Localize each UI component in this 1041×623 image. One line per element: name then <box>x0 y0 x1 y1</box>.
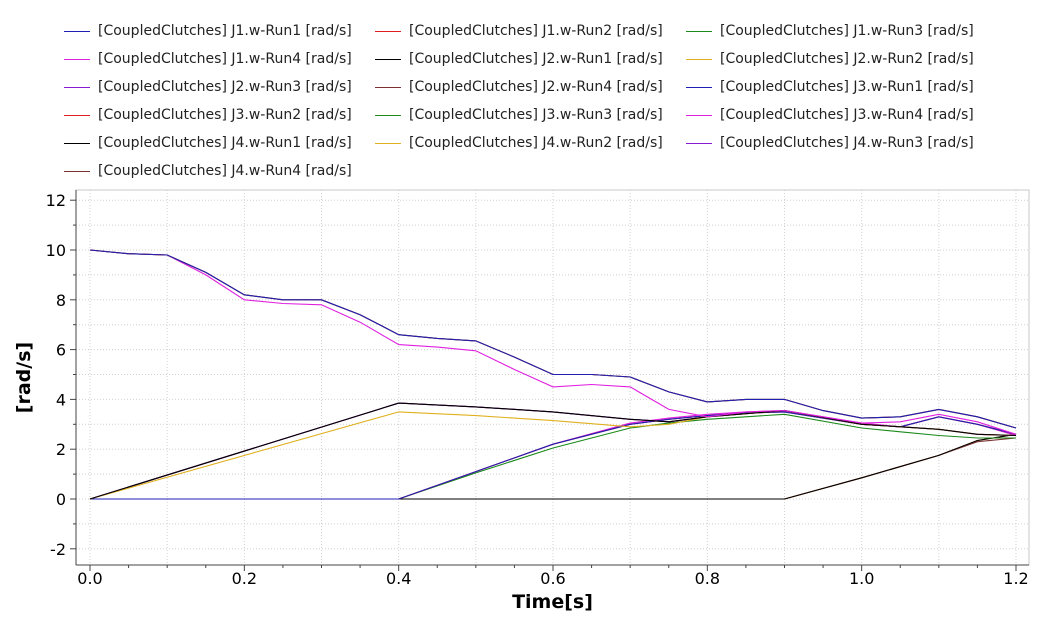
series-line-4[interactable] <box>89 249 1017 435</box>
series-line-5[interactable] <box>89 402 1017 500</box>
legend-swatch <box>64 58 90 60</box>
series-layer <box>89 249 1017 500</box>
y-tick-label: 2 <box>56 440 66 459</box>
legend-item[interactable]: [CoupledClutches] J3.w-Run1 [rad/s] <box>686 77 974 97</box>
series-line-11[interactable] <box>90 413 1016 500</box>
series-line-3[interactable] <box>89 249 1017 429</box>
legend-swatch <box>686 58 712 60</box>
series-line-16[interactable] <box>90 437 1017 500</box>
legend-label: [CoupledClutches] J1.w-Run2 [rad/s] <box>409 23 663 39</box>
legend-label: [CoupledClutches] J3.w-Run2 [rad/s] <box>98 107 352 123</box>
y-axis-title: [rad/s] <box>13 342 35 413</box>
legend-label: [CoupledClutches] J3.w-Run1 [rad/s] <box>720 79 974 95</box>
legend-swatch <box>375 30 401 32</box>
legend-swatch <box>686 86 712 88</box>
legend-label: [CoupledClutches] J4.w-Run4 [rad/s] <box>98 163 352 179</box>
legend-swatch <box>64 142 90 144</box>
legend-label: [CoupledClutches] J1.w-Run1 [rad/s] <box>98 23 352 39</box>
y-tick-label: 10 <box>46 241 66 260</box>
legend-swatch <box>64 86 90 88</box>
legend-label: [CoupledClutches] J4.w-Run2 [rad/s] <box>409 135 663 151</box>
legend-item[interactable]: [CoupledClutches] J3.w-Run4 [rad/s] <box>686 105 974 125</box>
legend-item[interactable]: [CoupledClutches] J4.w-Run1 [rad/s] <box>64 133 352 153</box>
legend-label: [CoupledClutches] J3.w-Run3 [rad/s] <box>409 107 663 123</box>
legend-label: [CoupledClutches] J1.w-Run4 [rad/s] <box>98 51 352 67</box>
legend-item[interactable]: [CoupledClutches] J1.w-Run1 [rad/s] <box>64 21 352 41</box>
legend-swatch <box>375 142 401 144</box>
x-tick-label: 0.6 <box>540 569 565 588</box>
legend-item[interactable]: [CoupledClutches] J4.w-Run4 [rad/s] <box>64 161 352 181</box>
legend-swatch <box>686 30 712 32</box>
legend-item[interactable]: [CoupledClutches] J2.w-Run2 [rad/s] <box>686 49 974 69</box>
legend-item[interactable]: [CoupledClutches] J2.w-Run3 [rad/s] <box>64 77 352 97</box>
legend-item[interactable]: [CoupledClutches] J4.w-Run3 [rad/s] <box>686 133 974 153</box>
series-line-2[interactable] <box>89 249 1017 429</box>
legend-item[interactable]: [CoupledClutches] J1.w-Run2 [rad/s] <box>375 21 663 41</box>
x-tick-label: 0.0 <box>77 569 102 588</box>
legend-swatch <box>64 170 90 172</box>
x-tick-label: 0.8 <box>695 569 720 588</box>
legend-label: [CoupledClutches] J1.w-Run3 [rad/s] <box>720 23 974 39</box>
x-tick-label: 1.2 <box>1003 569 1028 588</box>
y-tick-label: 8 <box>56 291 66 310</box>
legend-swatch <box>64 30 90 32</box>
y-tick-label: 6 <box>56 341 66 360</box>
legend-swatch <box>375 114 401 116</box>
x-tick-label: 1.0 <box>849 569 874 588</box>
legend-label: [CoupledClutches] J4.w-Run3 [rad/s] <box>720 135 974 151</box>
legend-item[interactable]: [CoupledClutches] J1.w-Run3 [rad/s] <box>686 21 974 41</box>
chart-legend: [CoupledClutches] J1.w-Run1 [rad/s] [Coup… <box>0 0 1041 186</box>
legend-swatch <box>686 114 712 116</box>
series-line-13[interactable] <box>90 433 1017 500</box>
legend-label: [CoupledClutches] J2.w-Run1 [rad/s] <box>409 51 663 67</box>
y-tick-label: 0 <box>56 490 66 509</box>
y-tick-label: 12 <box>46 191 66 210</box>
legend-item[interactable]: [CoupledClutches] J4.w-Run2 [rad/s] <box>375 133 663 153</box>
legend-item[interactable]: [CoupledClutches] J1.w-Run4 [rad/s] <box>64 49 352 69</box>
legend-item[interactable]: [CoupledClutches] J2.w-Run1 [rad/s] <box>375 49 663 69</box>
x-axis-title: Time[s] <box>512 591 593 613</box>
legend-swatch <box>686 142 712 144</box>
y-tick-label: -2 <box>50 540 66 559</box>
x-tick-label: 0.2 <box>232 569 257 588</box>
grid <box>76 190 1029 565</box>
legend-label: [CoupledClutches] J3.w-Run4 [rad/s] <box>720 107 974 123</box>
legend-swatch <box>375 86 401 88</box>
legend-label: [CoupledClutches] J2.w-Run3 [rad/s] <box>98 79 352 95</box>
legend-swatch <box>375 58 401 60</box>
legend-item[interactable]: [CoupledClutches] J3.w-Run2 [rad/s] <box>64 105 352 125</box>
legend-label: [CoupledClutches] J2.w-Run4 [rad/s] <box>409 79 663 95</box>
legend-label: [CoupledClutches] J2.w-Run2 [rad/s] <box>720 51 974 67</box>
legend-item[interactable]: [CoupledClutches] J2.w-Run4 [rad/s] <box>375 77 663 97</box>
series-line-1[interactable] <box>89 249 1017 429</box>
legend-item[interactable]: [CoupledClutches] J3.w-Run3 [rad/s] <box>375 105 663 125</box>
legend-swatch <box>64 114 90 116</box>
x-tick-label: 0.4 <box>386 569 411 588</box>
axes: -2 0 2 4 6 8 10 12 0.0 0.2 0.4 0.6 0.8 1.0 1.2 <box>46 190 1029 588</box>
legend-label: [CoupledClutches] J4.w-Run1 [rad/s] <box>98 135 352 151</box>
y-tick-label: 4 <box>56 390 66 409</box>
